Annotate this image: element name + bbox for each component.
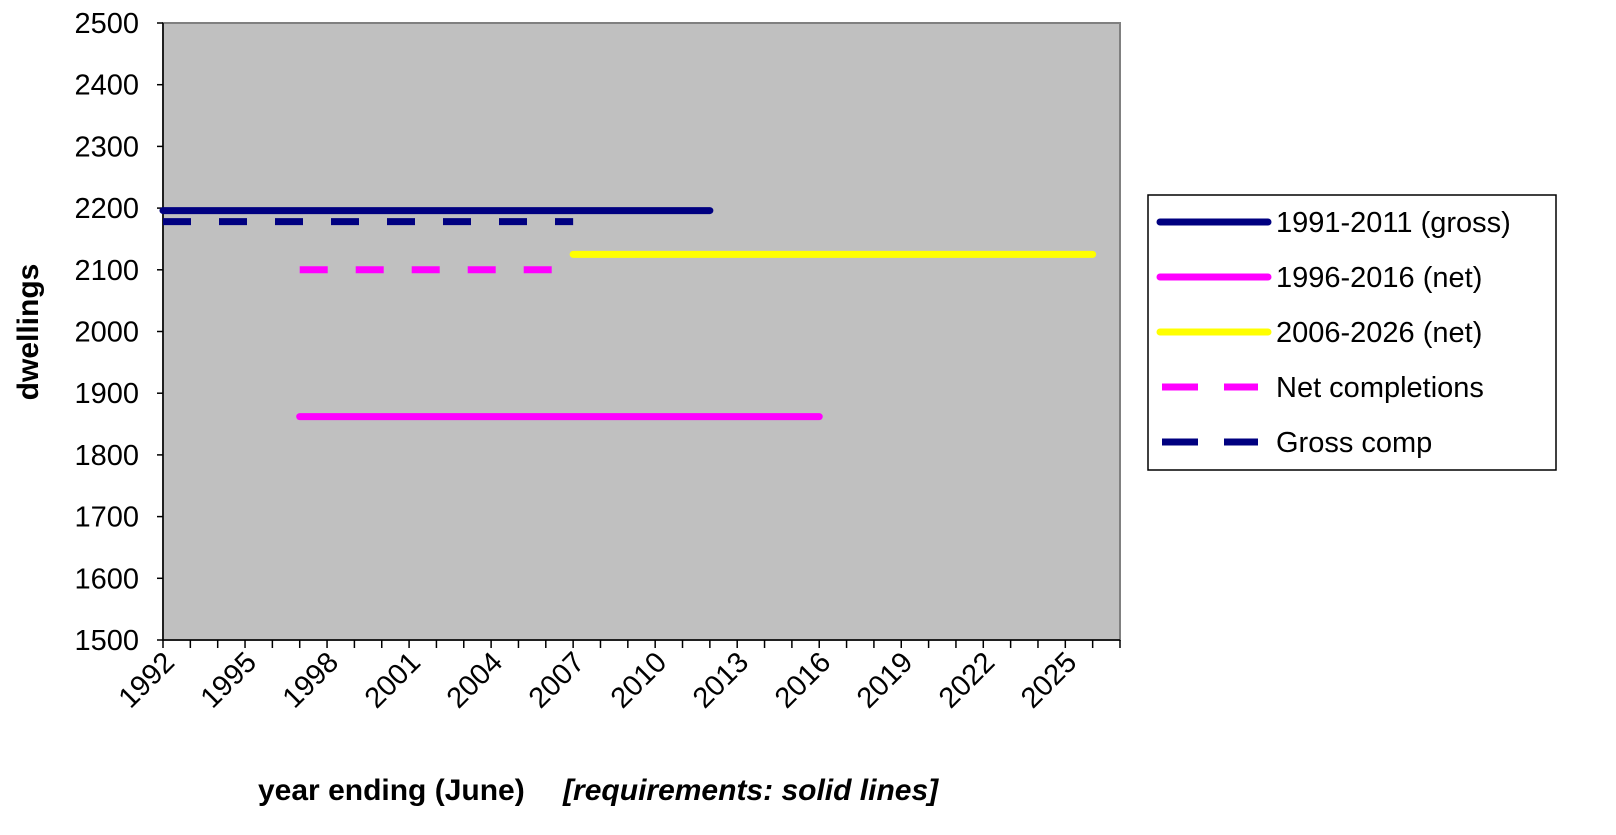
y-tick-label: 2500	[74, 8, 139, 40]
x-tick-label: 2007	[523, 646, 591, 714]
y-tick-label: 2400	[74, 70, 139, 102]
x-tick-label: 1998	[277, 646, 345, 714]
x-tick-label: 1995	[195, 646, 263, 714]
x-axis-title-main: year ending (June)	[258, 774, 525, 807]
y-tick-label: 1900	[74, 378, 139, 410]
legend: 1991-2011 (gross) 1996-2016 (net) 2006-202…	[1147, 194, 1557, 471]
x-tick-label: 2025	[1015, 646, 1083, 714]
x-tick-label: 2019	[851, 646, 919, 714]
x-tick-label: 2022	[933, 646, 1001, 714]
legend-label: 1991-2011 (gross)	[1276, 207, 1511, 239]
series-layer	[159, 207, 1097, 421]
y-tick-label: 1600	[74, 563, 139, 595]
x-tick-label: 2013	[687, 646, 755, 714]
y-tick-label: 1800	[74, 440, 139, 472]
x-tick-label: 2010	[605, 646, 673, 714]
legend-label: Gross comp	[1276, 427, 1432, 459]
x-tick-label: 2016	[769, 646, 837, 714]
y-axis-title: dwellings	[12, 264, 45, 401]
x-axis-title: year ending (June) [requirements: solid …	[258, 774, 939, 807]
legend-label: 1996-2016 (net)	[1276, 262, 1482, 294]
legend-label: 2006-2026 (net)	[1276, 317, 1482, 349]
plot-area	[162, 22, 1121, 641]
y-tick-label: 1700	[74, 502, 139, 534]
y-axis: 1500 1600 1700 1800 1900 2000 2100 2200 2300 2400…	[74, 8, 164, 657]
x-tick-label: 2001	[359, 646, 427, 714]
y-tick-label: 2100	[74, 255, 139, 287]
x-axis: 1992 1995 1998 2001 2004 2007 2010 2013 2016 2019…	[113, 639, 1121, 715]
y-tick-label: 2300	[74, 131, 139, 163]
y-tick-label: 1500	[74, 625, 139, 657]
x-axis-title-note: [requirements: solid lines]	[562, 774, 939, 807]
y-tick-label: 2200	[74, 193, 139, 225]
x-tick-label: 2004	[441, 646, 509, 714]
legend-label: Net completions	[1276, 372, 1484, 404]
y-tick-label: 2000	[74, 317, 139, 349]
